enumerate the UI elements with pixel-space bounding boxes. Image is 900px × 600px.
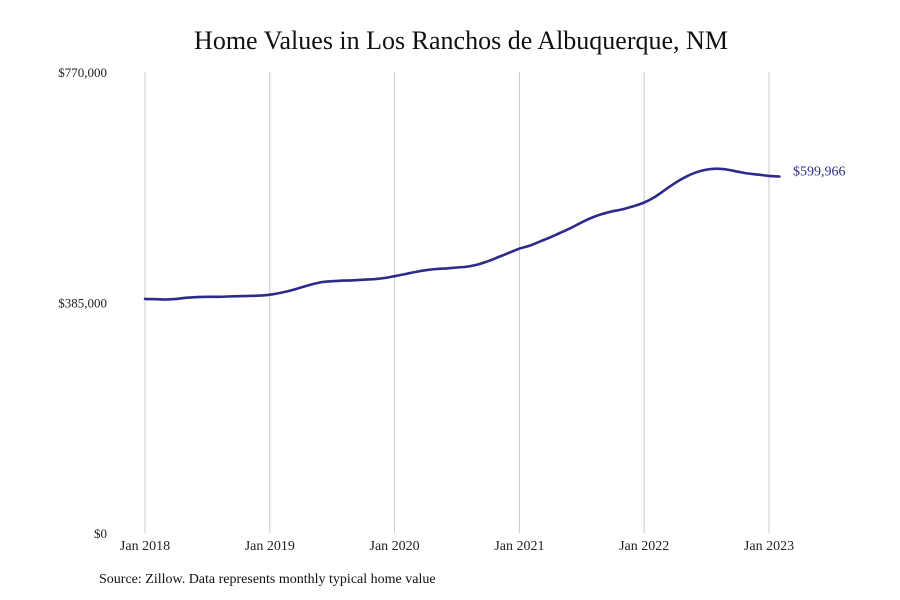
chart-title: Home Values in Los Ranchos de Albuquerqu…	[194, 26, 728, 55]
source-note: Source: Zillow. Data represents monthly …	[99, 572, 436, 587]
x-tick-label: Jan 2018	[120, 539, 170, 554]
x-axis-tick-labels: Jan 2018 Jan 2019 Jan 2020 Jan 2021 Jan 2022…	[120, 539, 794, 554]
series-line	[143, 167, 781, 301]
end-value-label: $599,966	[793, 164, 846, 179]
x-tick-label: Jan 2021	[494, 539, 544, 554]
y-tick-label: $0	[94, 526, 107, 541]
x-tick-label: Jan 2019	[245, 539, 295, 554]
x-tick-label: Jan 2023	[744, 539, 794, 554]
y-tick-label: $770,000	[58, 65, 107, 80]
series-group: $599,966	[143, 164, 846, 301]
x-tick-label: Jan 2022	[619, 539, 669, 554]
vertical-gridlines	[144, 72, 770, 533]
y-tick-label: $385,000	[58, 296, 107, 311]
x-tick-label: Jan 2020	[370, 539, 420, 554]
y-axis-tick-labels: $0 $385,000 $770,000	[58, 65, 107, 541]
